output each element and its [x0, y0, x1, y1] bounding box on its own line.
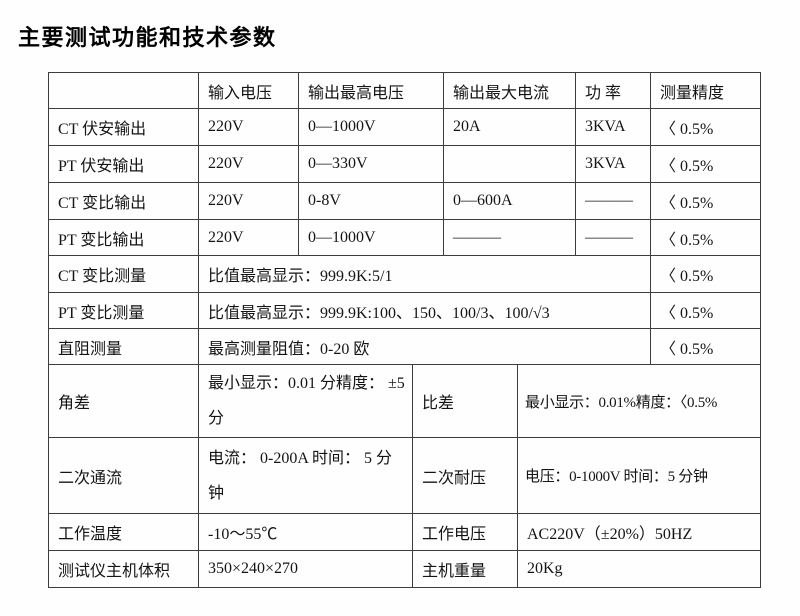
row-label: CT 变比测量 [49, 256, 199, 293]
cell-content: 电流： 0-200A 时间： 5 分钟 [199, 438, 413, 514]
row-label: 角差 [49, 365, 199, 438]
row-label-secondary: 主机重量 [413, 551, 518, 588]
row-label: CT 伏安输出 [49, 109, 199, 146]
row-label: 测试仪主机体积 [49, 551, 199, 588]
cell-accuracy: 〈 0.5% [651, 183, 761, 220]
page-title: 主要测试功能和技术参数 [18, 25, 277, 50]
cell-input-voltage: 220V [199, 183, 299, 220]
header-input-voltage: 输入电压 [199, 73, 299, 109]
cell-max-output-current: 0—600A [444, 183, 576, 220]
row-label: PT 变比测量 [49, 293, 199, 329]
cell-accuracy: 〈 0.5% [651, 256, 761, 293]
header-max-output-voltage: 输出最高电压 [299, 73, 444, 109]
table-row: PT 伏安输出 220V 0—330V 3KVA 〈 0.5% [49, 146, 761, 183]
spec-table: 输入电压 输出最高电压 输出最大电流 功 率 测量精度 CT 伏安输出 220V… [48, 72, 761, 588]
cell-content-secondary: AC220V（±20%）50HZ [518, 514, 761, 551]
cell-max-output-current [444, 146, 576, 183]
table-row: 工作温度 -10～55℃ 工作电压 AC220V（±20%）50HZ [49, 514, 761, 551]
table-row: PT 变比测量 比值最高显示：999.9K:100、150、100/3、100/… [49, 293, 761, 329]
header-blank [49, 73, 199, 109]
row-label-secondary: 比差 [413, 365, 518, 438]
cell-power: 3KVA [576, 109, 651, 146]
cell-max-output-voltage: 0—1000V [299, 109, 444, 146]
cell-accuracy: 〈 0.5% [651, 293, 761, 329]
cell-content: 比值最高显示：999.9K:5/1 [199, 256, 651, 293]
cell-power: 3KVA [576, 146, 651, 183]
row-label: 工作温度 [49, 514, 199, 551]
cell-max-output-voltage: 0—330V [299, 146, 444, 183]
cell-input-voltage: 220V [199, 220, 299, 256]
cell-max-output-voltage: 0-8V [299, 183, 444, 220]
cell-power: ——— [576, 220, 651, 256]
cell-accuracy: 〈 0.5% [651, 329, 761, 365]
row-label: PT 变比输出 [49, 220, 199, 256]
table-row: CT 变比输出 220V 0-8V 0—600A ——— 〈 0.5% [49, 183, 761, 220]
cell-accuracy: 〈 0.5% [651, 220, 761, 256]
table-header-row: 输入电压 输出最高电压 输出最大电流 功 率 测量精度 [49, 73, 761, 109]
row-label: CT 变比输出 [49, 183, 199, 220]
cell-content-secondary: 电压：0-1000V 时间：5 分钟 [518, 438, 761, 514]
cell-content: -10～55℃ [199, 514, 413, 551]
cell-accuracy: 〈 0.5% [651, 146, 761, 183]
cell-max-output-current: 20A [444, 109, 576, 146]
cell-accuracy: 〈 0.5% [651, 109, 761, 146]
table-row: CT 伏安输出 220V 0—1000V 20A 3KVA 〈 0.5% [49, 109, 761, 146]
table-row: 二次通流 电流： 0-200A 时间： 5 分钟 二次耐压 电压：0-1000V… [49, 438, 761, 514]
table-row: CT 变比测量 比值最高显示：999.9K:5/1 〈 0.5% [49, 256, 761, 293]
cell-content-secondary: 最小显示：0.01%精度：〈0.5% [518, 365, 761, 438]
cell-input-voltage: 220V [199, 146, 299, 183]
cell-content: 最小显示：0.01 分精度： ±5 分 [199, 365, 413, 438]
row-label: 直阻测量 [49, 329, 199, 365]
row-label-secondary: 工作电压 [413, 514, 518, 551]
cell-content: 最高测量阻值：0-20 欧 [199, 329, 651, 365]
cell-max-output-current: ——— [444, 220, 576, 256]
row-label: 二次通流 [49, 438, 199, 514]
cell-content: 350×240×270 [199, 551, 413, 588]
table-row: 角差 最小显示：0.01 分精度： ±5 分 比差 最小显示：0.01%精度：〈… [49, 365, 761, 438]
header-accuracy: 测量精度 [651, 73, 761, 109]
row-label-secondary: 二次耐压 [413, 438, 518, 514]
cell-max-output-voltage: 0—1000V [299, 220, 444, 256]
cell-input-voltage: 220V [199, 109, 299, 146]
cell-power: ——— [576, 183, 651, 220]
table-row: 直阻测量 最高测量阻值：0-20 欧 〈 0.5% [49, 329, 761, 365]
cell-content-secondary: 20Kg [518, 551, 761, 588]
header-max-output-current: 输出最大电流 [444, 73, 576, 109]
table-row: PT 变比输出 220V 0—1000V ——— ——— 〈 0.5% [49, 220, 761, 256]
row-label: PT 伏安输出 [49, 146, 199, 183]
header-power: 功 率 [576, 73, 651, 109]
cell-content: 比值最高显示：999.9K:100、150、100/3、100/√3 [199, 293, 651, 329]
table-row: 测试仪主机体积 350×240×270 主机重量 20Kg [49, 551, 761, 588]
